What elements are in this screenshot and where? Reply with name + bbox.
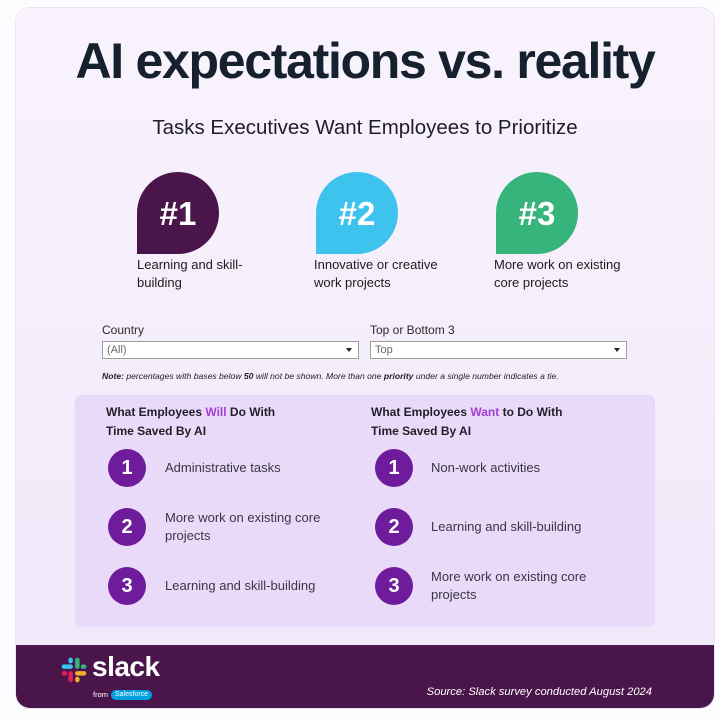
note-threshold: 50 bbox=[243, 371, 254, 381]
heading-text: Time Saved By AI bbox=[106, 424, 207, 438]
rank-mode-filter-label: Top or Bottom 3 bbox=[370, 323, 455, 337]
list-item-label: Administrative tasks bbox=[165, 459, 281, 475]
priority-2: #2 Innovative or creative work projects bbox=[314, 172, 466, 292]
infographic-card: AI expectations vs. reality Tasks Execut… bbox=[16, 8, 714, 708]
rank-mode-select[interactable]: Top bbox=[370, 341, 627, 359]
logo-yellow-bar bbox=[75, 671, 87, 676]
heading-highlight: Want bbox=[470, 405, 500, 419]
from-text: from bbox=[93, 690, 108, 699]
footer: slack from Salesforce Source: Slack surv… bbox=[16, 645, 714, 708]
will-do-heading: What Employees Will Do With Time Saved By… bbox=[106, 403, 275, 441]
priority-rank: #1 bbox=[159, 194, 197, 232]
priority-rank: #3 bbox=[518, 194, 556, 232]
priority-label: Learning and skill-building bbox=[137, 257, 243, 290]
note-text: under a single number indicates a tie. bbox=[413, 371, 559, 381]
heading-text: What Employees bbox=[371, 405, 471, 419]
country-select-value: (All) bbox=[107, 344, 127, 356]
from-salesforce: from Salesforce bbox=[93, 689, 153, 700]
note-emphasis: priority bbox=[383, 371, 414, 381]
list-item: 3 Learning and skill-building bbox=[108, 556, 340, 615]
will-do-list: 1 Administrative tasks 2 More work on ex… bbox=[108, 438, 340, 615]
priority-3: #3 More work on existing core projects bbox=[494, 172, 646, 292]
list-item: 3 More work on existing core projects bbox=[375, 556, 606, 615]
salesforce-cloud-logo: Salesforce bbox=[111, 689, 153, 700]
logo-yellow-nub bbox=[75, 676, 80, 683]
source-citation: Source: Slack survey conducted August 20… bbox=[426, 686, 652, 698]
heading-text: Do With bbox=[226, 405, 276, 419]
salesforce-text: Salesforce bbox=[115, 690, 149, 698]
priority-label: More work on existing core projects bbox=[494, 257, 621, 290]
page-title: AI expectations vs. reality bbox=[75, 33, 655, 89]
rank-circle: 1 bbox=[375, 448, 413, 487]
rank-circle: 2 bbox=[375, 507, 413, 546]
note-text: percentages with bases below bbox=[123, 371, 244, 381]
list-item: 1 Administrative tasks bbox=[108, 438, 340, 497]
want-do-heading: What Employees Want to Do With Time Saved… bbox=[371, 403, 562, 441]
priority-bubble: #2 bbox=[316, 172, 398, 254]
list-item-label: Non-work activities bbox=[431, 459, 541, 475]
comparison-panel: What Employees Will Do With Time Saved By… bbox=[75, 395, 655, 627]
heading-text: Time Saved By AI bbox=[371, 424, 472, 438]
list-item-label: Learning and skill-building bbox=[431, 518, 582, 534]
priority-1: #1 Learning and skill-building bbox=[137, 172, 287, 292]
logo-blue-bar bbox=[61, 664, 73, 669]
logo-blue-nub bbox=[68, 657, 73, 664]
rank-circle: 3 bbox=[375, 566, 413, 605]
priority-label: Innovative or creative work projects bbox=[314, 257, 438, 290]
subtitle: Tasks Executives Want Employees to Prior… bbox=[152, 116, 578, 139]
country-filter-label: Country bbox=[102, 323, 145, 337]
list-item: 2 More work on existing core projects bbox=[108, 497, 340, 556]
note-label: Note: bbox=[102, 371, 124, 381]
heading-highlight: Will bbox=[205, 405, 227, 419]
list-item-label: More work on existing core projects bbox=[165, 509, 321, 543]
heading-text: What Employees bbox=[106, 405, 206, 419]
rank-circle: 1 bbox=[108, 448, 146, 487]
priority-bubble: #1 bbox=[137, 172, 219, 254]
logo-red-nub bbox=[61, 671, 68, 676]
logo-red-bar bbox=[68, 671, 73, 683]
slack-logo-icon bbox=[61, 657, 87, 683]
logo-green-nub bbox=[80, 664, 87, 669]
note-text: will not be shown. More than one bbox=[253, 371, 384, 381]
heading-text: to Do With bbox=[499, 405, 563, 419]
priority-rank: #2 bbox=[338, 194, 376, 232]
country-select[interactable]: (All) bbox=[102, 341, 359, 359]
list-item-label: More work on existing core projects bbox=[431, 568, 587, 602]
note: Note: percentages with bases below 50 wi… bbox=[102, 370, 559, 382]
logo-green-bar bbox=[75, 657, 80, 669]
chevron-down-icon[interactable] bbox=[614, 348, 620, 352]
list-item: 2 Learning and skill-building bbox=[375, 497, 606, 556]
list-item: 1 Non-work activities bbox=[375, 438, 606, 497]
list-item-label: Learning and skill-building bbox=[165, 577, 316, 593]
want-do-list: 1 Non-work activities 2 Learning and ski… bbox=[375, 438, 606, 615]
slack-wordmark: slack bbox=[92, 651, 160, 682]
rank-mode-select-value: Top bbox=[375, 344, 393, 356]
rank-circle: 2 bbox=[108, 507, 146, 546]
chevron-down-icon[interactable] bbox=[346, 348, 352, 352]
priority-bubble: #3 bbox=[496, 172, 578, 254]
rank-circle: 3 bbox=[108, 566, 146, 605]
